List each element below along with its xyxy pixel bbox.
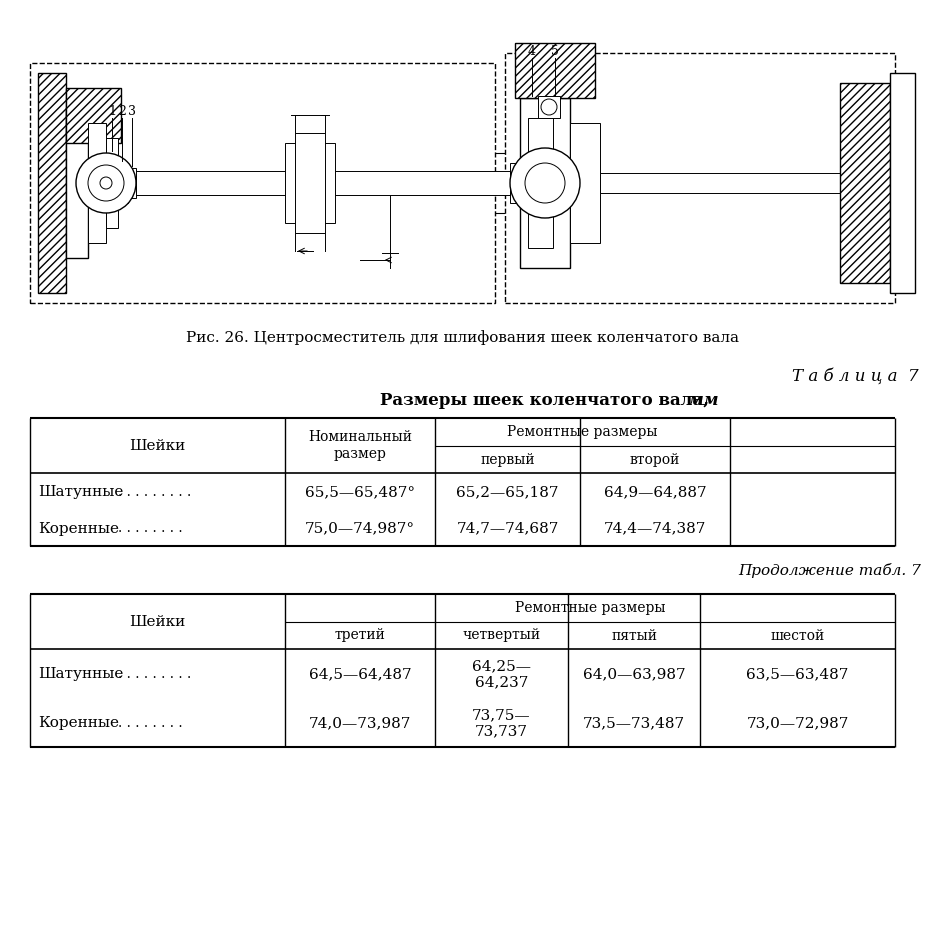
- Text: . . . . . . . . .: . . . . . . . . .: [118, 485, 192, 499]
- Text: 63,5—63,487: 63,5—63,487: [746, 667, 849, 681]
- Circle shape: [88, 165, 124, 201]
- Text: Ремонтные размеры: Ремонтные размеры: [515, 601, 665, 615]
- Text: Шейки: Шейки: [130, 614, 185, 629]
- Text: Т а б л и ц а  7: Т а б л и ц а 7: [792, 368, 919, 385]
- Bar: [66, 88, 121, 143]
- Text: Коренные: Коренные: [38, 521, 119, 536]
- Bar: [538, 96, 560, 118]
- Bar: [890, 73, 915, 293]
- Bar: [510, 163, 535, 203]
- Bar: [520, 98, 570, 268]
- Text: Коренные: Коренные: [38, 716, 119, 730]
- Text: 65,5—65,487°: 65,5—65,487°: [305, 485, 415, 499]
- Text: второй: второй: [630, 452, 681, 466]
- Text: Шатунные: Шатунные: [38, 485, 123, 499]
- Text: 64,5—64,487: 64,5—64,487: [308, 667, 411, 681]
- Text: шестой: шестой: [770, 629, 825, 643]
- Bar: [528, 118, 553, 248]
- Bar: [118, 163, 128, 203]
- Bar: [295, 133, 325, 233]
- Bar: [505, 53, 895, 303]
- Text: 64,25—
64,237: 64,25— 64,237: [472, 659, 531, 689]
- Bar: [285, 143, 335, 223]
- Circle shape: [510, 148, 580, 218]
- Text: Шатунные: Шатунные: [38, 667, 123, 681]
- Bar: [515, 43, 595, 98]
- Bar: [840, 83, 890, 283]
- Bar: [106, 138, 118, 228]
- Text: 1: 1: [108, 105, 116, 118]
- Bar: [66, 88, 121, 143]
- Text: мм: мм: [688, 392, 720, 409]
- Text: . . . . . . . .: . . . . . . . .: [118, 716, 182, 730]
- Bar: [515, 43, 595, 98]
- Text: четвертый: четвертый: [462, 629, 541, 643]
- Text: . . . . . . . . .: . . . . . . . . .: [118, 667, 192, 681]
- Text: 5: 5: [551, 45, 559, 58]
- Circle shape: [100, 177, 112, 189]
- Text: первый: первый: [481, 452, 535, 466]
- Text: 73,5—73,487: 73,5—73,487: [583, 716, 685, 730]
- Text: Рис. 26. Центросместитель для шлифования шеек коленчатого вала: Рис. 26. Центросместитель для шлифования…: [186, 331, 740, 345]
- Bar: [136, 171, 510, 195]
- Bar: [128, 168, 136, 198]
- Text: . . . . . . . .: . . . . . . . .: [118, 521, 182, 536]
- Text: 64,9—64,887: 64,9—64,887: [604, 485, 707, 499]
- Circle shape: [541, 99, 557, 115]
- Text: Продолжение табл. 7: Продолжение табл. 7: [739, 563, 921, 578]
- Text: 74,4—74,387: 74,4—74,387: [604, 521, 707, 536]
- Bar: [570, 123, 600, 243]
- Text: 74,0—73,987: 74,0—73,987: [308, 716, 411, 730]
- Text: Шейки: Шейки: [130, 439, 185, 452]
- Circle shape: [76, 153, 136, 213]
- Text: 65,2—65,187: 65,2—65,187: [457, 485, 558, 499]
- Text: 3: 3: [128, 105, 136, 118]
- Bar: [600, 173, 840, 193]
- Text: 73,0—72,987: 73,0—72,987: [746, 716, 849, 730]
- Bar: [38, 73, 66, 293]
- Bar: [66, 108, 88, 258]
- Text: 4: 4: [528, 45, 536, 58]
- Text: Ремонтные размеры: Ремонтные размеры: [507, 425, 657, 439]
- Bar: [840, 83, 890, 283]
- Text: Размеры шеек коленчатого вала,: Размеры шеек коленчатого вала,: [380, 392, 715, 409]
- Text: 2: 2: [118, 105, 126, 118]
- Bar: [30, 63, 495, 303]
- Text: 75,0—74,987°: 75,0—74,987°: [305, 521, 415, 536]
- Text: 64,0—63,987: 64,0—63,987: [582, 667, 685, 681]
- Text: 74,7—74,687: 74,7—74,687: [457, 521, 558, 536]
- Circle shape: [525, 163, 565, 203]
- Text: пятый: пятый: [611, 629, 657, 643]
- Bar: [88, 123, 106, 243]
- Bar: [38, 73, 66, 293]
- Text: третий: третий: [334, 629, 385, 643]
- Text: 73,75—
73,737: 73,75— 73,737: [472, 708, 531, 738]
- Text: Номинальный
размер: Номинальный размер: [308, 430, 412, 461]
